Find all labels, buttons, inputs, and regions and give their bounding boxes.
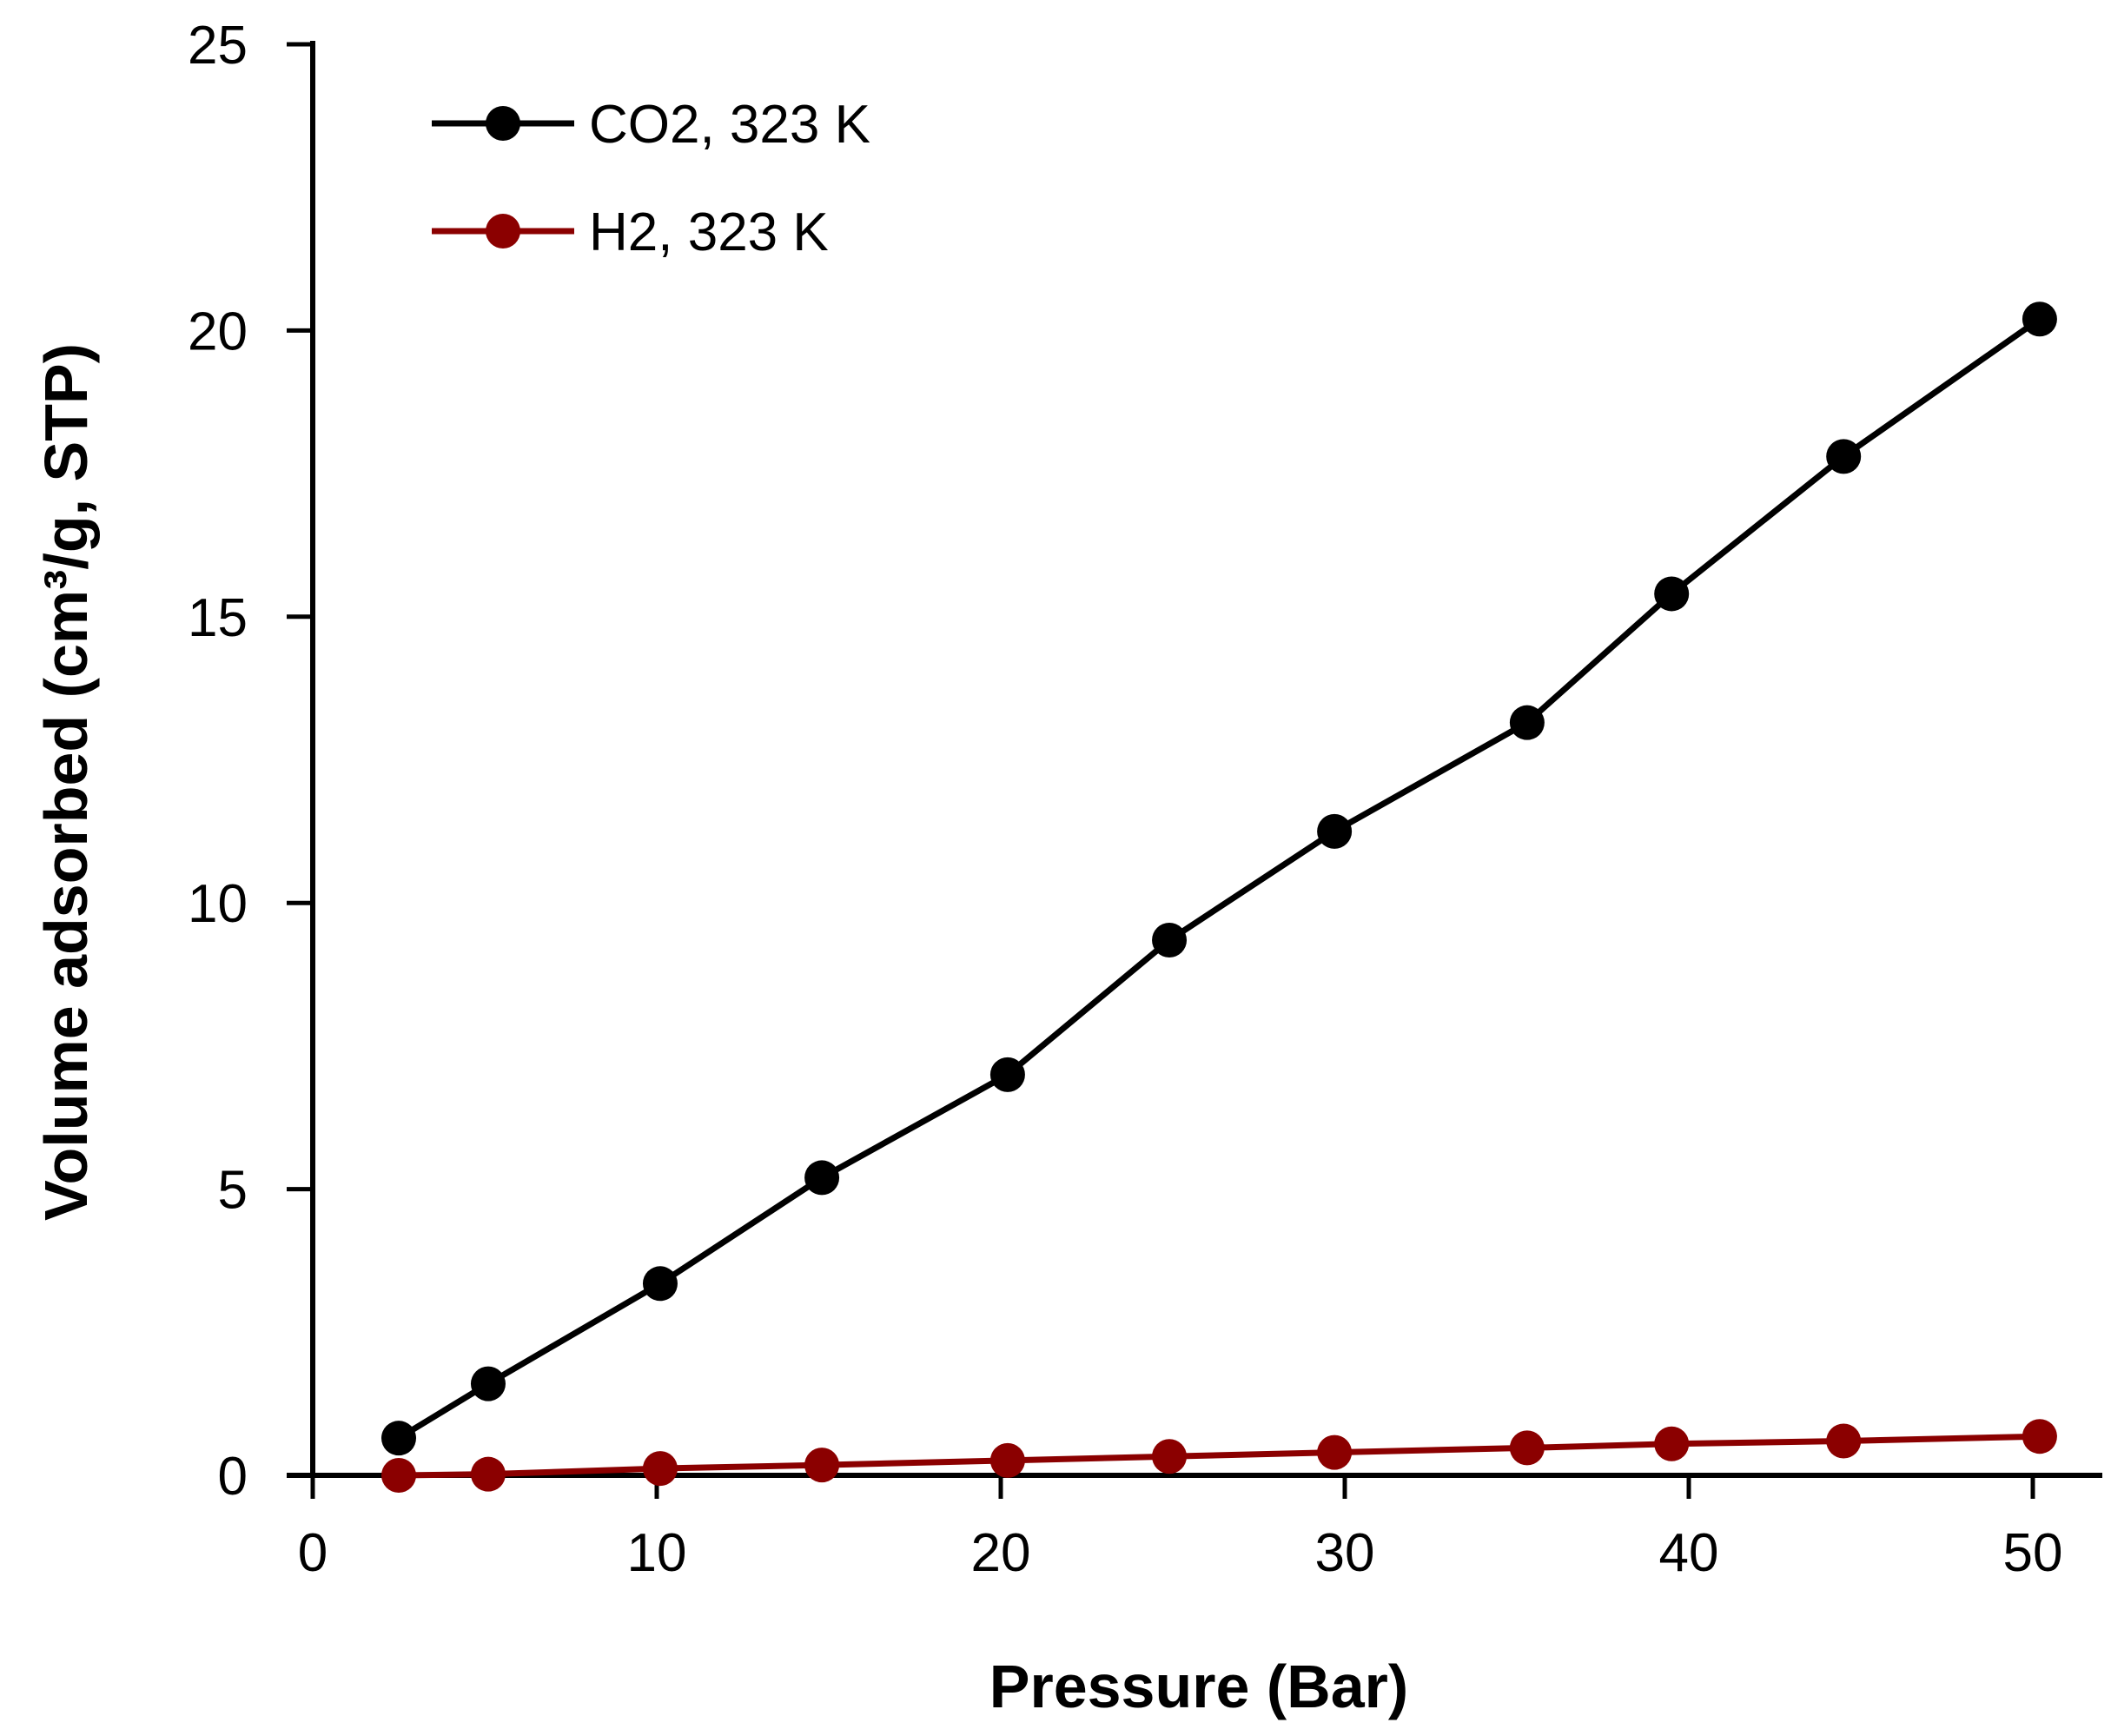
data-point: [2022, 301, 2057, 337]
data-point: [642, 1451, 678, 1487]
data-point: [470, 1366, 506, 1401]
data-point: [1509, 1430, 1545, 1466]
data-point: [1654, 576, 1690, 612]
axes: 0 10 20 30 40 50 0 5 10 15 20 25: [188, 16, 2102, 1583]
series-line: [397, 316, 2042, 1441]
legend-entry-1: CO2, 323 K: [432, 95, 870, 155]
data-point: [1826, 1423, 1862, 1459]
data-point: [1152, 1439, 1188, 1474]
x-tick-label: 10: [627, 1523, 687, 1583]
data-point: [1826, 439, 1862, 474]
legend-label: CO2, 323 K: [589, 95, 870, 155]
x-tick-label: 50: [2003, 1523, 2063, 1583]
data-point: [381, 1458, 416, 1493]
y-tick-label: 20: [188, 301, 248, 361]
legend-marker: [486, 106, 520, 141]
data-point: [2022, 1419, 2057, 1454]
data-point: [381, 1421, 416, 1456]
data-point: [1317, 1435, 1353, 1470]
data-point: [989, 1057, 1025, 1092]
y-tick-label: 5: [218, 1161, 248, 1221]
y-axis-title: Volume adsorbed (cm³/g, STP): [32, 343, 100, 1221]
data-point: [1654, 1426, 1690, 1461]
series-1: [381, 301, 2057, 1456]
x-axis-title: Pressure (Bar): [989, 1653, 1408, 1720]
y-tick-label: 10: [188, 874, 248, 934]
data-point: [1317, 813, 1353, 849]
series-2: [381, 1419, 2057, 1493]
x-tick-label: 30: [1315, 1523, 1375, 1583]
y-tick-label: 0: [218, 1447, 248, 1507]
legend-label: H2, 323 K: [589, 202, 829, 262]
x-tick-label: 0: [298, 1523, 328, 1583]
data-point: [989, 1442, 1025, 1478]
y-tick-label: 25: [188, 16, 248, 76]
x-tick-label: 40: [1659, 1523, 1719, 1583]
x-tick-label: 20: [971, 1523, 1031, 1583]
data-point: [1509, 705, 1545, 740]
legend: CO2, 323 K H2, 323 K: [432, 95, 870, 262]
data-point: [470, 1456, 506, 1492]
series-layer: [381, 301, 2057, 1493]
legend-entry-2: H2, 323 K: [432, 202, 829, 262]
legend-marker: [486, 214, 520, 248]
y-tick-label: 15: [188, 588, 248, 648]
data-point: [642, 1266, 678, 1302]
data-point: [804, 1448, 840, 1483]
data-point: [1152, 923, 1188, 958]
data-point: [804, 1160, 840, 1196]
